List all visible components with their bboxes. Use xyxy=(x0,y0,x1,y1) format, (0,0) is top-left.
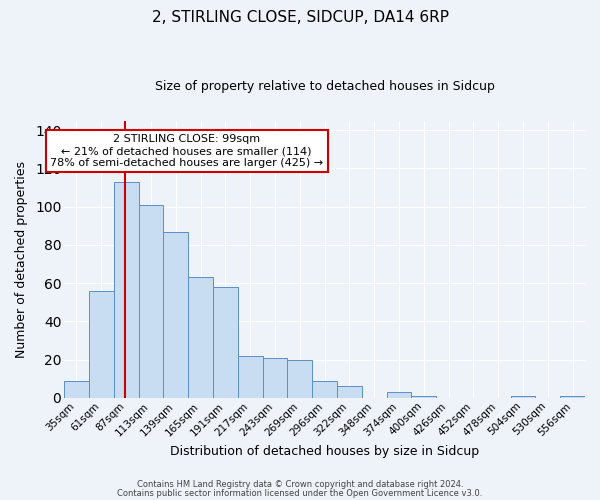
Text: 2 STIRLING CLOSE: 99sqm
← 21% of detached houses are smaller (114)
78% of semi-d: 2 STIRLING CLOSE: 99sqm ← 21% of detache… xyxy=(50,134,323,168)
Bar xyxy=(312,380,337,398)
Bar xyxy=(139,204,163,398)
Bar xyxy=(238,356,263,398)
Bar xyxy=(287,360,312,398)
Title: Size of property relative to detached houses in Sidcup: Size of property relative to detached ho… xyxy=(155,80,494,93)
Text: Contains public sector information licensed under the Open Government Licence v3: Contains public sector information licen… xyxy=(118,488,482,498)
X-axis label: Distribution of detached houses by size in Sidcup: Distribution of detached houses by size … xyxy=(170,444,479,458)
Bar xyxy=(511,396,535,398)
Bar xyxy=(163,232,188,398)
Bar xyxy=(89,291,114,398)
Bar xyxy=(337,386,362,398)
Text: Contains HM Land Registry data © Crown copyright and database right 2024.: Contains HM Land Registry data © Crown c… xyxy=(137,480,463,489)
Bar xyxy=(64,380,89,398)
Bar xyxy=(263,358,287,398)
Bar xyxy=(386,392,412,398)
Y-axis label: Number of detached properties: Number of detached properties xyxy=(15,160,28,358)
Bar xyxy=(114,182,139,398)
Bar xyxy=(412,396,436,398)
Bar xyxy=(560,396,585,398)
Bar xyxy=(188,278,213,398)
Text: 2, STIRLING CLOSE, SIDCUP, DA14 6RP: 2, STIRLING CLOSE, SIDCUP, DA14 6RP xyxy=(151,10,449,25)
Bar xyxy=(213,287,238,398)
